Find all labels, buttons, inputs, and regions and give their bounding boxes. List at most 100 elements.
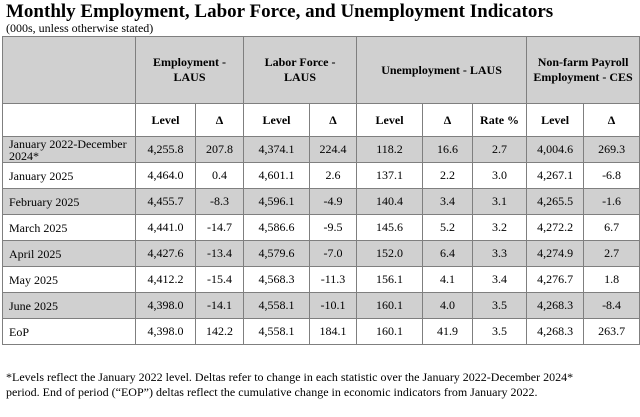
group-header: Non-farm Payroll Employment - CES [526,36,640,104]
column-header: Δ [309,103,358,137]
table-cell: 4,374.1 [243,136,311,163]
column-header: Δ [422,103,474,137]
table-cell: 269.3 [583,136,640,163]
table-cell: 4.1 [422,266,474,293]
table-row: March 2025 4,441.0 -14.7 4,586.6 -9.5 145.6 5.… [2,214,640,241]
group-header: Unemployment - LAUS [356,36,528,104]
table-cell: 3.2 [472,214,528,241]
table-row: April 2025 4,427.6 -13.4 4,579.6 -7.0 152.0 6.… [2,240,640,267]
table-cell: -13.4 [194,240,245,267]
table-cell: 4,596.1 [243,188,311,215]
row-label: April 2025 [2,240,136,267]
table-cell: -14.7 [194,214,245,241]
table-cell: 184.1 [309,318,358,345]
table-cell: 4,427.6 [135,240,196,267]
table-cell: 4,586.6 [243,214,311,241]
row-label: May 2025 [2,266,136,293]
table-cell: 1.8 [583,266,640,293]
table-row: May 2025 4,412.2 -15.4 4,568.3 -11.3 156.1 4.1… [2,266,640,293]
table-cell: 2.2 [422,162,474,189]
units-note: (000s, unless otherwise stated) [6,21,154,35]
table-cell: 4,267.1 [526,162,585,189]
table-cell: 2.7 [472,136,528,163]
table-cell: 224.4 [309,136,358,163]
table-cell: -14.1 [194,292,245,319]
column-header: Level [243,103,311,137]
table-cell: 4,558.1 [243,292,311,319]
table-cell: 4,004.6 [526,136,585,163]
group-header: Labor Force - LAUS [243,36,358,104]
table-cell: 263.7 [583,318,640,345]
corner-cell [2,103,136,137]
row-label: February 2025 [2,188,136,215]
table-cell: 4,268.3 [526,292,585,319]
row-label: June 2025 [2,292,136,319]
table-cell: 4.0 [422,292,474,319]
column-header: Δ [583,103,640,137]
table-cell: 118.2 [356,136,424,163]
table-cell: -7.0 [309,240,358,267]
table-cell: 4,398.0 [135,318,196,345]
table-row: February 2025 4,455.7 -8.3 4,596.1 -4.9 140.4… [2,188,640,215]
table-cell: 6.4 [422,240,474,267]
table-cell: -8.3 [194,188,245,215]
table-cell: 4,558.1 [243,318,311,345]
row-label: January 2025 [2,162,136,189]
table-cell: 3.4 [422,188,474,215]
table-cell: 4,412.2 [135,266,196,293]
table-cell: 4,272.2 [526,214,585,241]
table-cell: 4,398.0 [135,292,196,319]
column-header: Level [526,103,585,137]
table-cell: 3.5 [472,318,528,345]
table-cell: 4,276.7 [526,266,585,293]
indicators-table: Employment - LAUS Labor Force - LAUS Une… [2,36,640,345]
row-label: EoP [2,318,136,345]
table-cell: 2.7 [583,240,640,267]
table-cell: -15.4 [194,266,245,293]
row-label: March 2025 [2,214,136,241]
table-cell: -8.4 [583,292,640,319]
table-cell: 3.0 [472,162,528,189]
table-cell: 5.2 [422,214,474,241]
table-cell: 137.1 [356,162,424,189]
table-cell: 3.5 [472,292,528,319]
table-cell: 4,441.0 [135,214,196,241]
column-header: Level [356,103,424,137]
table-cell: 3.3 [472,240,528,267]
page-title: Monthly Employment, Labor Force, and Une… [6,1,554,22]
row-label: January 2022-December 2024* [2,136,136,163]
table-cell: 145.6 [356,214,424,241]
table-cell: -10.1 [309,292,358,319]
table-cell: 3.1 [472,188,528,215]
group-header: Employment - LAUS [134,36,245,104]
footnote: *Levels reflect the January 2022 level. … [6,370,574,399]
table-cell: -4.9 [309,188,358,215]
table-cell: 6.7 [583,214,640,241]
table-cell: 0.4 [194,162,245,189]
table-cell: -9.5 [309,214,358,241]
table-cell: 2.6 [309,162,358,189]
table-cell: 160.1 [356,292,424,319]
table-row: January 2022-December 2024* 4,255.8 207.8 4… [2,136,640,163]
column-header: Δ [194,103,245,137]
table-cell: 142.2 [194,318,245,345]
table-row: January 2025 4,464.0 0.4 4,601.1 2.6 137.1 2.2… [2,162,640,189]
table-cell: -6.8 [583,162,640,189]
table-cell: 41.9 [422,318,474,345]
column-header: Rate % [472,103,528,137]
table-cell: 16.6 [422,136,474,163]
table-cell: 4,601.1 [243,162,311,189]
table-row: EoP 4,398.0 142.2 4,558.1 184.1 160.1 41.9 3.5 4… [2,318,640,345]
table-cell: 4,579.6 [243,240,311,267]
table-cell: 4,464.0 [135,162,196,189]
table-cell: 156.1 [356,266,424,293]
table-cell: -1.6 [583,188,640,215]
table-cell: 4,568.3 [243,266,311,293]
table-cell: 3.4 [472,266,528,293]
table-cell: -11.3 [309,266,358,293]
corner-cell [2,36,136,104]
table-row: June 2025 4,398.0 -14.1 4,558.1 -10.1 160.1 4.… [2,292,640,319]
table-cell: 160.1 [356,318,424,345]
table-cell: 4,268.3 [526,318,585,345]
column-header: Level [135,103,196,137]
